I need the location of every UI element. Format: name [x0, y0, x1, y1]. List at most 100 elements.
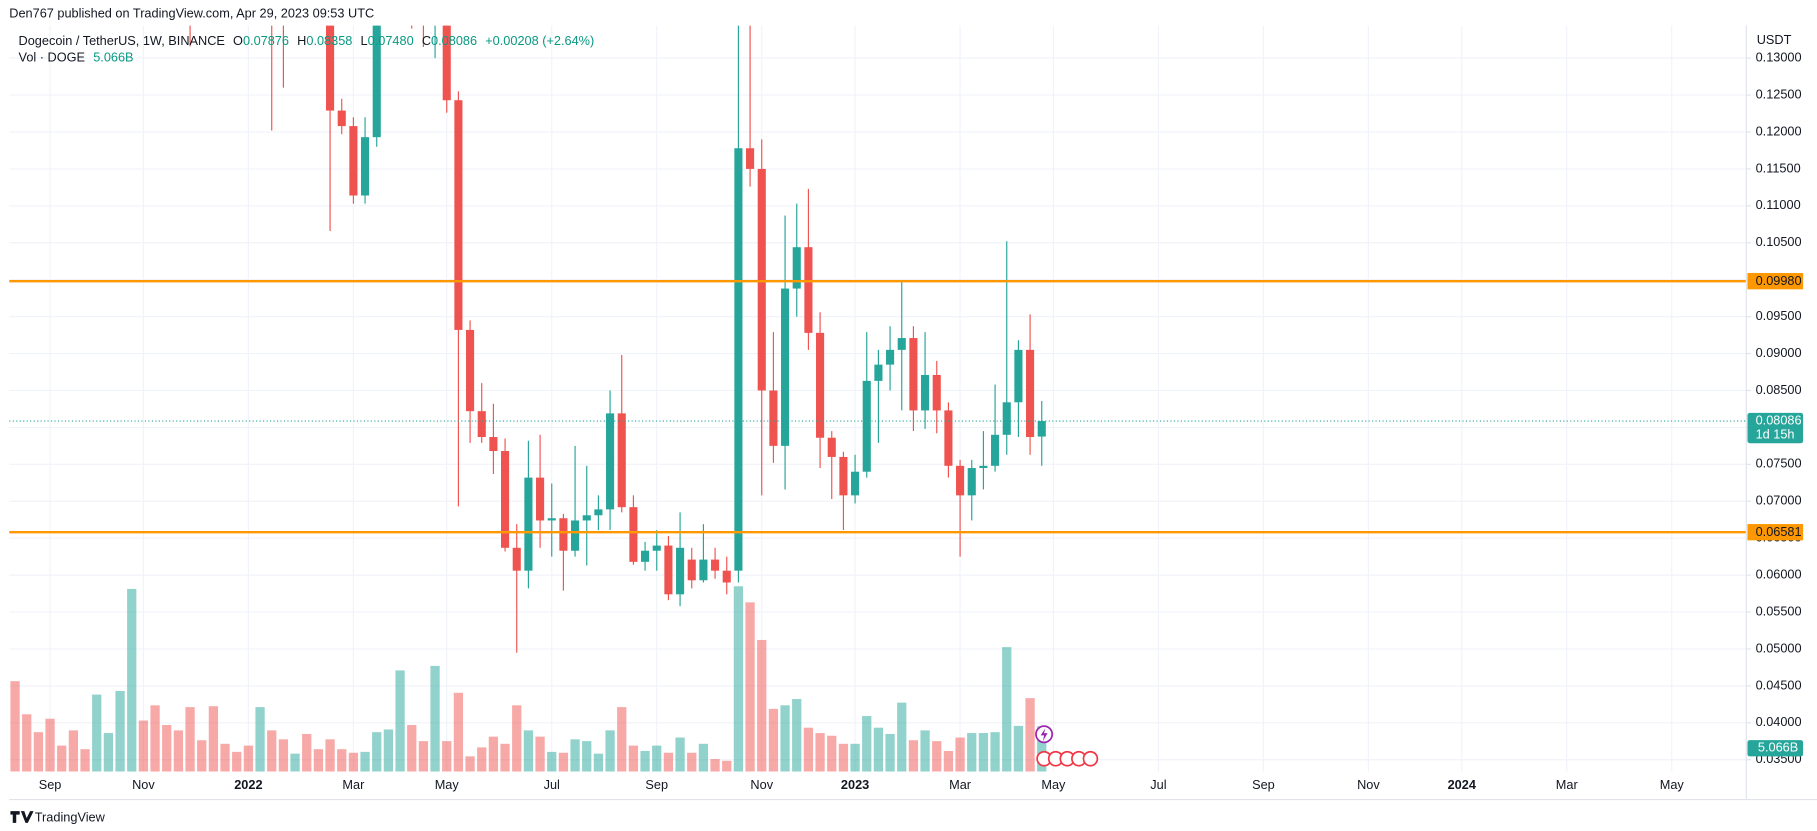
symbol: Dogecoin / TetherUS, 1W, BINANCE [19, 33, 225, 48]
level-badge [1747, 524, 1804, 541]
volume-bar [535, 736, 545, 772]
overlay: 0.035000.040000.045000.050000.055000.060… [9, 49, 1804, 792]
volume-bar [1025, 698, 1035, 772]
candle-body [559, 518, 568, 551]
volume-bar [920, 730, 930, 772]
volume-bar [1037, 726, 1047, 772]
volume-bar [733, 586, 744, 772]
volume-bar [255, 707, 265, 772]
volume-bar [990, 732, 1000, 772]
volume-bar [593, 753, 604, 772]
candle-body [956, 465, 965, 496]
x-tick-label: Mar [1556, 777, 1579, 792]
x-tick-label: Mar [949, 777, 972, 792]
candle-body [501, 451, 510, 548]
candle-body [991, 434, 1000, 466]
volume-legend: Vol · DOGE 5.066B [19, 50, 134, 65]
volume-bar [325, 739, 335, 772]
volume-bar [208, 706, 219, 772]
volume-bar [628, 745, 639, 772]
candle-body [781, 288, 790, 446]
volume-bar [978, 733, 989, 772]
candle-body [524, 477, 533, 571]
volume-bar [768, 708, 779, 772]
event-icons [1035, 725, 1099, 767]
volume-bar [582, 741, 592, 772]
candle-body [1037, 421, 1046, 437]
volume-bar [220, 743, 230, 772]
candle-body [676, 547, 685, 595]
volume-bar [908, 740, 919, 772]
legend-change: +0.00208 (+2.64%) [485, 33, 594, 48]
volume-bar [232, 751, 242, 772]
volume-bar [500, 743, 510, 772]
volume-bar [92, 694, 102, 772]
candle-body [664, 545, 673, 595]
legend-key: O [233, 33, 243, 48]
volume-bar [780, 705, 790, 772]
candle-body [687, 559, 696, 581]
volume-badge-label: 5.066B [1758, 740, 1798, 755]
volume-bar [278, 739, 289, 772]
candle-body [921, 374, 930, 411]
volume-bar [383, 729, 394, 772]
volume-bar [127, 588, 137, 772]
candle-body [792, 247, 801, 289]
candle-body [711, 559, 720, 571]
volume-bar [815, 733, 825, 772]
volume-bar [395, 670, 405, 772]
volume-bar [22, 714, 32, 772]
y-tick-label: 0.11000 [1756, 197, 1801, 212]
volume-bar [792, 699, 802, 772]
y-tick-label: 0.08500 [1756, 382, 1802, 397]
candle-body [967, 468, 976, 496]
candle-body [979, 465, 988, 469]
volume-bar [745, 602, 755, 772]
event-icon [1040, 728, 1048, 742]
y-tick-label: 0.10500 [1756, 234, 1802, 249]
y-axis-label: USDT [1757, 32, 1792, 47]
volume-bar [57, 745, 67, 772]
volume-bar [722, 760, 732, 772]
y-tick-label: 0.09500 [1756, 308, 1802, 323]
volume-bar [1002, 647, 1012, 772]
volume-bar [45, 718, 55, 772]
volume-bar [1013, 725, 1024, 772]
volume-bar [173, 730, 184, 772]
volume-bar [827, 735, 837, 772]
x-tick-label: 2024 [1448, 777, 1477, 792]
legend-value: 0.07876 [243, 33, 289, 48]
level-badge [1747, 273, 1804, 290]
candle-body [699, 559, 708, 581]
volume-bar [640, 750, 650, 772]
candle-body [582, 515, 591, 521]
volume-bar [197, 740, 207, 772]
x-tick-label: Nov [132, 777, 155, 792]
x-tick-label: Sep [39, 777, 62, 792]
volume-bar [943, 750, 954, 772]
volume-bar [955, 737, 965, 772]
x-tick-label: Jul [1150, 777, 1166, 792]
volume-bar [932, 741, 942, 772]
volume-bar [803, 727, 814, 772]
volume-bar [477, 747, 487, 772]
grid [9, 25, 1747, 772]
legend-key: C [422, 33, 431, 48]
volume-bar [850, 743, 860, 772]
volume-bar [68, 730, 79, 772]
volume-bar [348, 752, 359, 772]
candle-body [617, 413, 626, 508]
y-tick-label: 0.13000 [1756, 49, 1802, 64]
volume-bar [313, 749, 324, 772]
level-label: 0.09980 [1756, 273, 1802, 288]
volume-bar [488, 736, 499, 772]
volume-bar [33, 732, 44, 772]
volume-bar [243, 745, 254, 772]
volume-bar [967, 733, 977, 772]
volume-bar [617, 707, 627, 772]
candle-body [442, 25, 451, 101]
candle-pane [189, 25, 1046, 653]
candle-body [571, 520, 580, 551]
x-tick-label: May [1660, 777, 1685, 792]
